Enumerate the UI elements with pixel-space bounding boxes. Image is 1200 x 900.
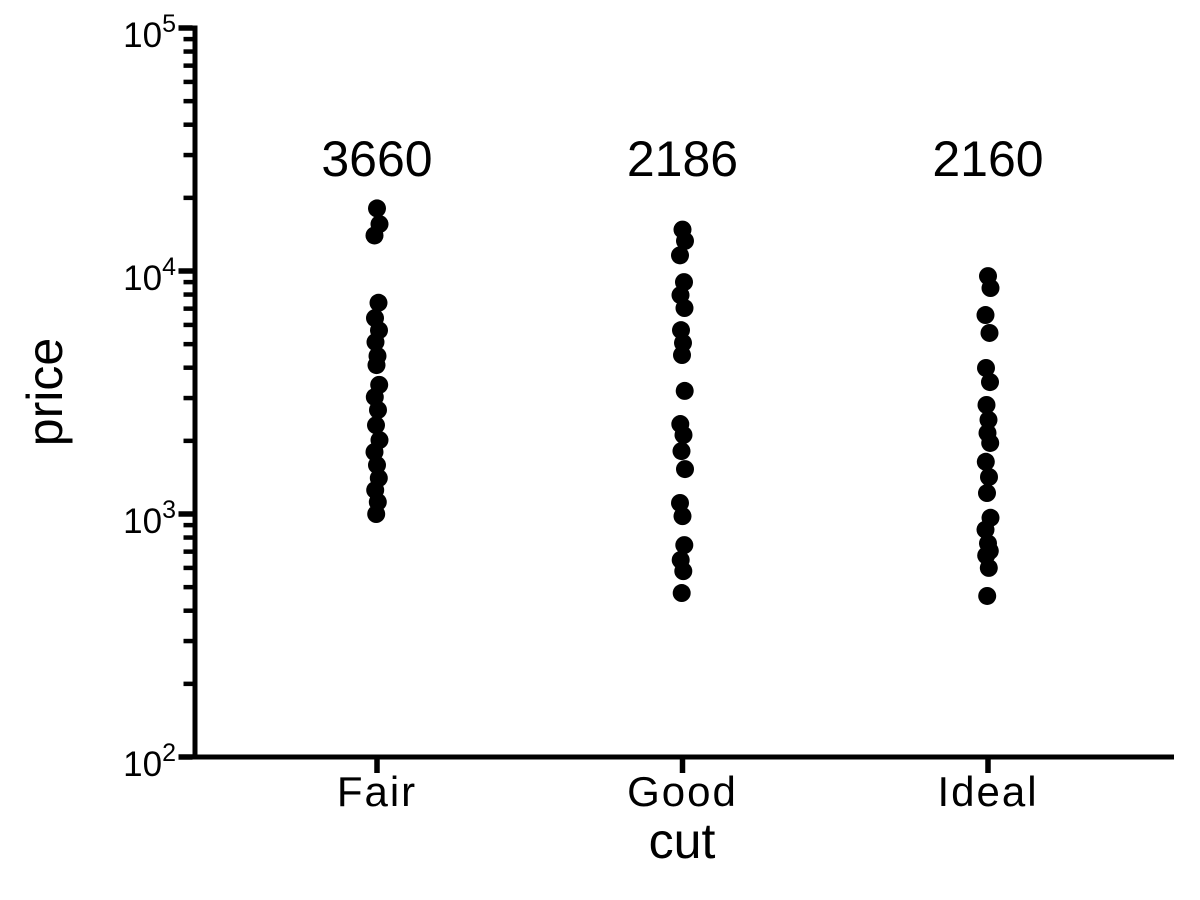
data-point-good	[676, 231, 694, 250]
data-point-ideal	[976, 306, 995, 325]
data-point-good	[674, 562, 693, 581]
data-point-ideal	[980, 323, 999, 342]
data-point-ideal	[981, 433, 1000, 452]
data-point-good	[675, 536, 694, 555]
group-annotation-fair: 3660	[321, 131, 432, 187]
x-axis: Fair Good Ideal	[337, 759, 1038, 815]
group-annotation-ideal: 2160	[932, 131, 1043, 187]
data-point-ideal	[976, 452, 995, 471]
data-point-fair	[369, 293, 388, 312]
x-axis-title: cut	[649, 813, 716, 869]
data-point-good	[673, 346, 691, 365]
y-tick-label: 105	[123, 10, 176, 55]
data-points	[365, 199, 1000, 605]
y-tick-label: 103	[123, 496, 176, 541]
x-tick-label-good: Good	[627, 768, 738, 815]
y-tick-label: 104	[123, 253, 176, 298]
data-point-ideal	[980, 467, 998, 486]
data-point-good	[671, 246, 689, 265]
data-point-fair	[368, 199, 386, 218]
data-point-ideal	[979, 410, 998, 429]
data-point-good	[675, 381, 694, 400]
y-axis-title: price	[17, 338, 73, 446]
data-point-ideal	[976, 520, 995, 539]
y-tick-label: 102	[123, 739, 176, 784]
data-point-ideal	[977, 358, 995, 377]
data-point-ideal	[978, 484, 996, 503]
data-point-ideal	[978, 586, 997, 605]
axis-spines	[192, 25, 1174, 760]
data-point-ideal	[977, 395, 996, 414]
data-point-ideal	[981, 373, 999, 392]
data-point-fair	[367, 505, 386, 523]
x-tick-label-ideal: Ideal	[937, 768, 1038, 815]
y-axis: 102 103 104 105	[123, 10, 193, 784]
data-point-good	[672, 442, 691, 461]
data-point-fair	[367, 356, 386, 375]
group-annotation-good: 2186	[627, 131, 738, 187]
data-point-fair	[367, 416, 385, 435]
group-annotations: 3660 2186 2160	[321, 131, 1043, 187]
data-point-fair	[369, 400, 387, 419]
x-tick-label-fair: Fair	[337, 768, 417, 815]
data-point-fair	[365, 226, 384, 245]
data-point-ideal	[981, 279, 1000, 298]
data-point-good	[673, 507, 692, 526]
data-point-good	[676, 460, 694, 479]
data-point-fair	[366, 333, 385, 352]
data-point-good	[675, 299, 694, 318]
data-point-good	[672, 584, 691, 603]
data-point-good	[674, 425, 693, 444]
data-point-ideal	[979, 558, 998, 577]
